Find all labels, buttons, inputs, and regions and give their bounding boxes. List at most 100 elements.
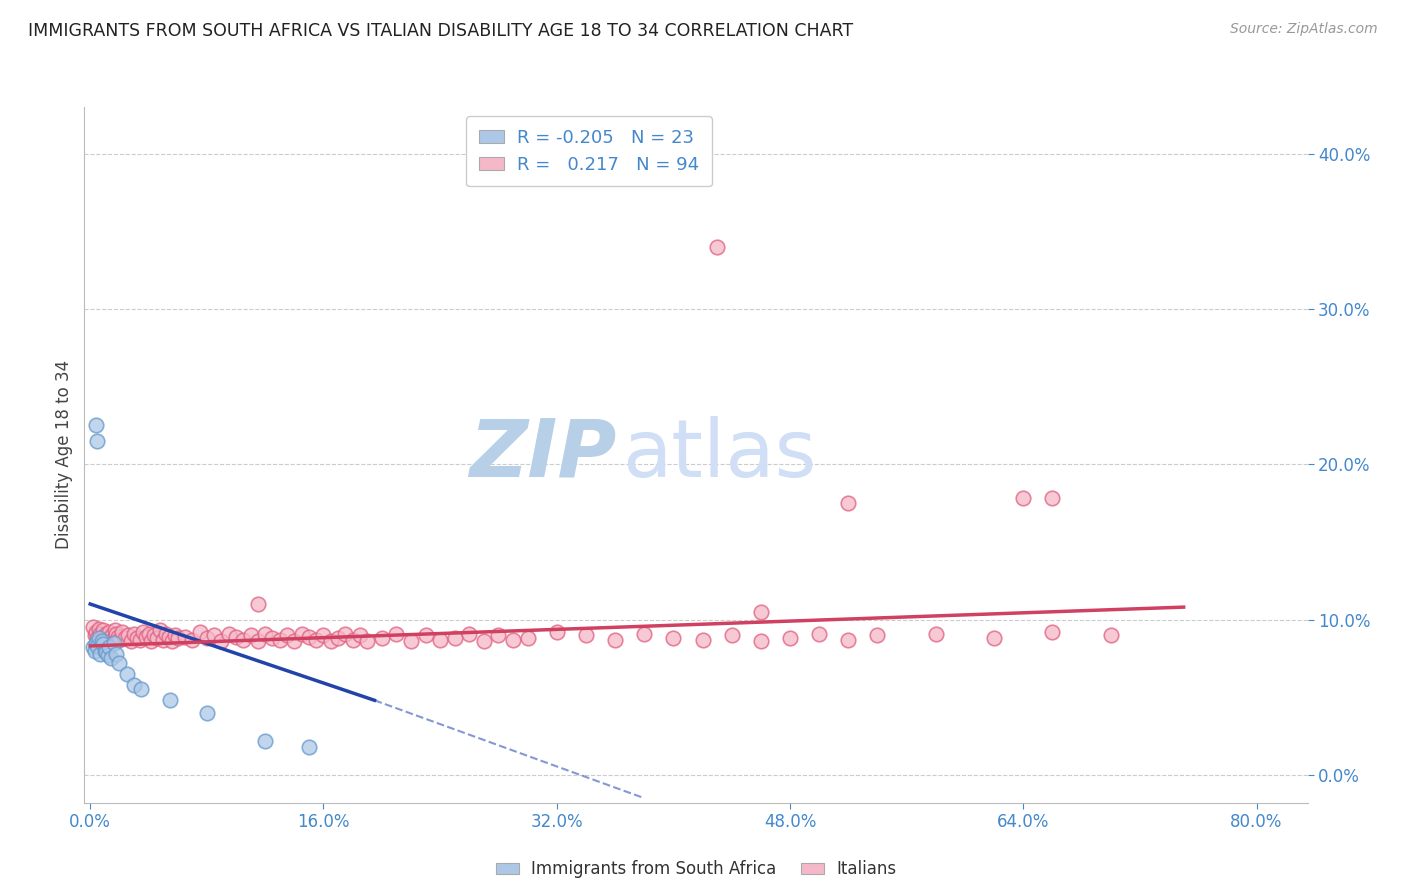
Point <box>239 628 262 642</box>
Point <box>98 624 121 639</box>
Point <box>291 626 314 640</box>
Point <box>342 632 364 647</box>
Point <box>305 632 328 647</box>
Point <box>86 434 108 448</box>
Point <box>107 630 129 644</box>
Point <box>149 624 172 638</box>
Point <box>111 624 134 639</box>
Y-axis label: Disability Age 18 to 34: Disability Age 18 to 34 <box>55 360 73 549</box>
Point <box>83 628 105 642</box>
Point <box>94 632 117 647</box>
Point <box>254 626 277 640</box>
Point <box>837 496 859 510</box>
Point <box>117 628 139 642</box>
Point <box>209 634 232 648</box>
Point <box>104 624 127 638</box>
Point <box>335 626 357 640</box>
Point <box>83 643 105 657</box>
Text: Source: ZipAtlas.com: Source: ZipAtlas.com <box>1230 22 1378 37</box>
Point <box>662 631 685 645</box>
Point <box>202 628 225 642</box>
Point <box>486 628 509 642</box>
Point <box>96 645 118 659</box>
Point <box>129 682 152 697</box>
Point <box>749 605 772 619</box>
Point <box>546 624 568 639</box>
Point <box>138 626 160 640</box>
Point <box>97 648 120 663</box>
Point <box>458 626 481 640</box>
Point <box>108 632 131 647</box>
Point <box>399 634 422 648</box>
Point <box>90 630 112 644</box>
Point <box>143 628 166 642</box>
Point <box>131 624 153 639</box>
Point <box>415 628 437 642</box>
Point <box>90 634 112 648</box>
Point <box>146 631 169 645</box>
Point <box>262 631 284 645</box>
Point <box>141 634 163 648</box>
Point <box>84 636 107 650</box>
Point <box>779 631 801 645</box>
Point <box>349 628 371 642</box>
Point <box>163 628 186 642</box>
Point <box>195 706 218 720</box>
Point <box>276 628 298 642</box>
Point <box>82 620 104 634</box>
Point <box>91 624 114 638</box>
Point <box>105 647 128 661</box>
Point <box>692 632 714 647</box>
Point <box>103 636 125 650</box>
Point <box>502 632 524 647</box>
Point <box>155 626 177 640</box>
Point <box>157 630 180 644</box>
Point <box>174 630 197 644</box>
Point <box>160 634 183 648</box>
Point <box>1099 628 1122 642</box>
Point <box>575 628 598 642</box>
Point <box>98 640 121 655</box>
Point <box>188 624 211 639</box>
Point <box>101 628 124 642</box>
Point <box>96 626 118 640</box>
Point <box>808 626 831 640</box>
Point <box>115 666 138 681</box>
Point <box>89 647 111 661</box>
Point <box>720 628 742 642</box>
Point <box>125 631 148 645</box>
Point <box>86 631 108 645</box>
Point <box>84 418 107 433</box>
Point <box>97 631 120 645</box>
Point <box>516 631 538 645</box>
Point <box>429 632 451 647</box>
Point <box>319 634 342 648</box>
Point <box>100 651 122 665</box>
Point <box>122 678 145 692</box>
Point <box>298 739 321 754</box>
Point <box>105 626 128 640</box>
Point <box>749 634 772 648</box>
Point <box>87 631 110 645</box>
Point <box>1012 491 1035 506</box>
Point <box>443 631 465 645</box>
Text: IMMIGRANTS FROM SOUTH AFRICA VS ITALIAN DISABILITY AGE 18 TO 34 CORRELATION CHAR: IMMIGRANTS FROM SOUTH AFRICA VS ITALIAN … <box>28 22 853 40</box>
Point <box>254 733 277 747</box>
Point <box>225 630 247 644</box>
Text: ZIP: ZIP <box>470 416 616 494</box>
Point <box>603 632 626 647</box>
Point <box>86 639 108 653</box>
Point <box>100 634 122 648</box>
Point <box>866 628 889 642</box>
Point <box>283 634 305 648</box>
Point <box>103 631 125 645</box>
Point <box>326 631 349 645</box>
Point <box>84 624 107 639</box>
Point <box>246 634 269 648</box>
Point <box>135 630 157 644</box>
Point <box>837 632 859 647</box>
Point <box>269 632 291 647</box>
Legend: Immigrants from South Africa, Italians: Immigrants from South Africa, Italians <box>489 854 903 885</box>
Point <box>159 693 181 707</box>
Point <box>120 634 142 648</box>
